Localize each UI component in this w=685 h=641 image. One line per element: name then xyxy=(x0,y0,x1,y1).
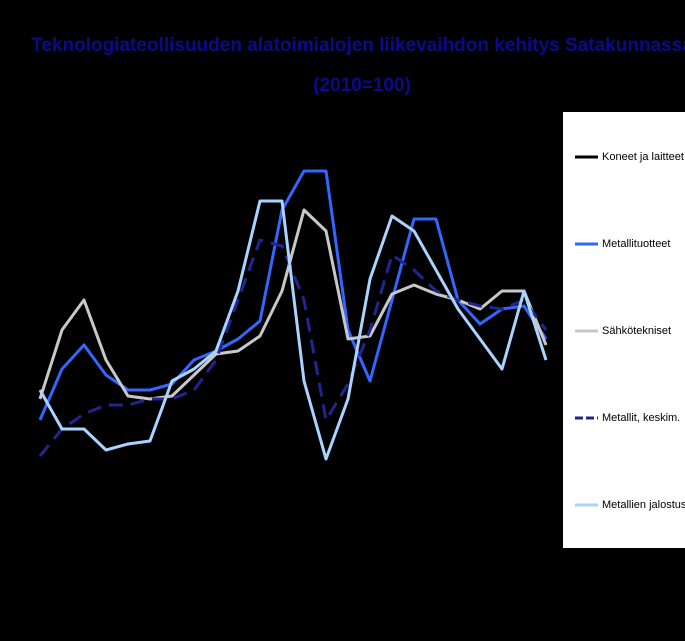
series-line xyxy=(38,199,548,461)
chart-title: Teknologiateollisuuden alatoimialojen li… xyxy=(31,35,685,56)
chart-subtitle: (2010=100) xyxy=(313,75,411,96)
legend-label: Sähkötekniset xyxy=(602,325,671,337)
legend-label: Koneet ja laitteet xyxy=(602,151,684,163)
series-line xyxy=(38,208,548,401)
legend-label: Metallituotteet xyxy=(602,238,670,250)
legend-label: Metallit, keskim. xyxy=(602,412,680,424)
legend-label: Metallien jalostus xyxy=(602,499,685,511)
series-line xyxy=(38,238,548,457)
